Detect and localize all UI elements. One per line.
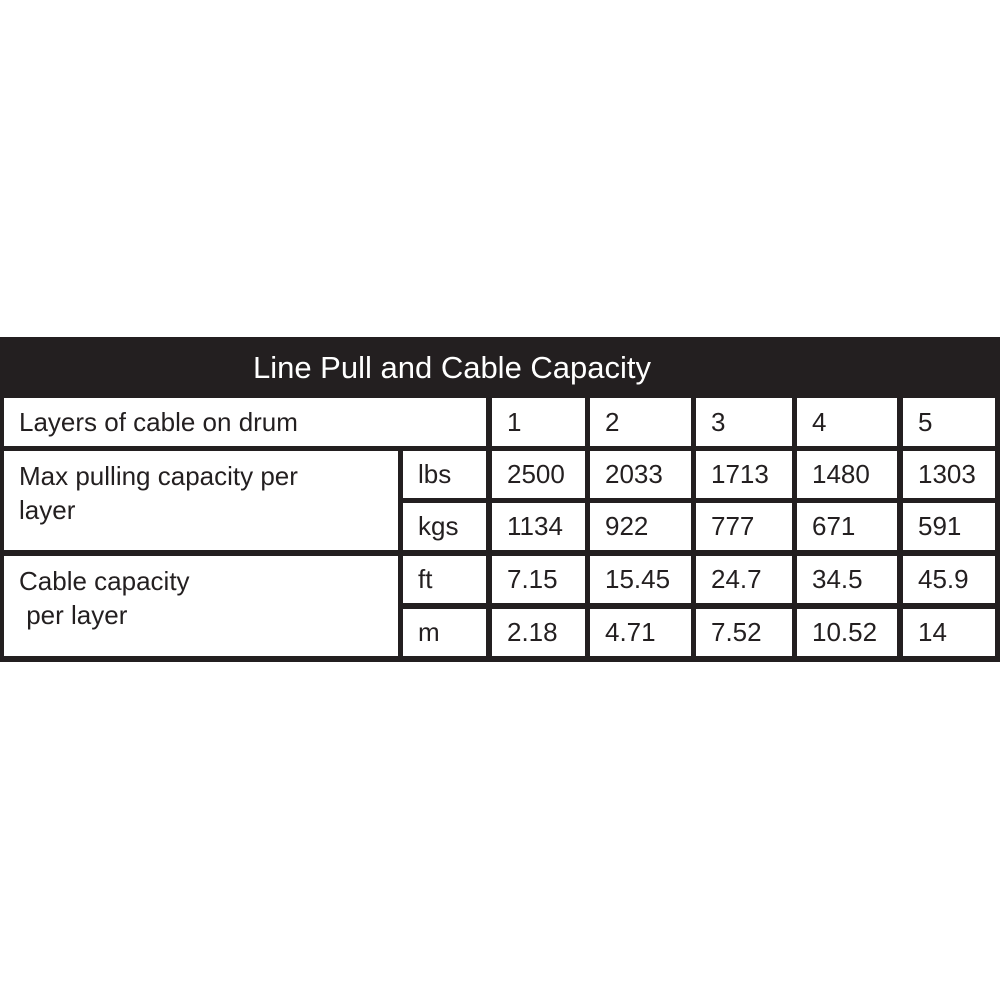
value-cell: 1134: [492, 503, 585, 550]
layer-number: 3: [696, 398, 792, 446]
value-cell: 2500: [492, 451, 585, 498]
layer-number: 2: [590, 398, 691, 446]
value-cell: 7.52: [696, 609, 792, 656]
value-cell: 24.7: [696, 556, 792, 603]
value-cell: 34.5: [797, 556, 897, 603]
value-cell: 922: [590, 503, 691, 550]
value-cell: 1713: [696, 451, 792, 498]
value-cell: 10.52: [797, 609, 897, 656]
group-label: Cable capacity per layer: [4, 556, 398, 656]
unit-label: lbs: [403, 451, 486, 498]
value-cell: 2.18: [492, 609, 585, 656]
value-cell: 4.71: [590, 609, 691, 656]
group-label-line: layer: [19, 495, 76, 525]
value-cell: 15.45: [590, 556, 691, 603]
value-cell: 1480: [797, 451, 897, 498]
group-label-line: Cable capacity: [19, 566, 190, 596]
layer-number: 5: [903, 398, 995, 446]
group-label-line: per layer: [19, 600, 128, 630]
layer-number: 4: [797, 398, 897, 446]
line-pull-cable-capacity-table: Line Pull and Cable Capacity Layers of c…: [0, 337, 1000, 662]
table-title: Line Pull and Cable Capacity: [252, 350, 652, 385]
value-cell: 777: [696, 503, 792, 550]
value-cell: 671: [797, 503, 897, 550]
layer-number: 1: [492, 398, 585, 446]
unit-label: kgs: [403, 503, 486, 550]
group-label: Max pulling capacity per layer: [4, 451, 398, 550]
value-cell: 2033: [590, 451, 691, 498]
value-cell: 591: [903, 503, 995, 550]
header-label: Layers of cable on drum: [4, 398, 486, 446]
value-cell: 45.9: [903, 556, 995, 603]
unit-label: m: [403, 609, 486, 656]
value-cell: 7.15: [492, 556, 585, 603]
value-cell: 14: [903, 609, 995, 656]
value-cell: 1303: [903, 451, 995, 498]
group-label-line: Max pulling capacity per: [19, 461, 298, 491]
unit-label: ft: [403, 556, 486, 603]
